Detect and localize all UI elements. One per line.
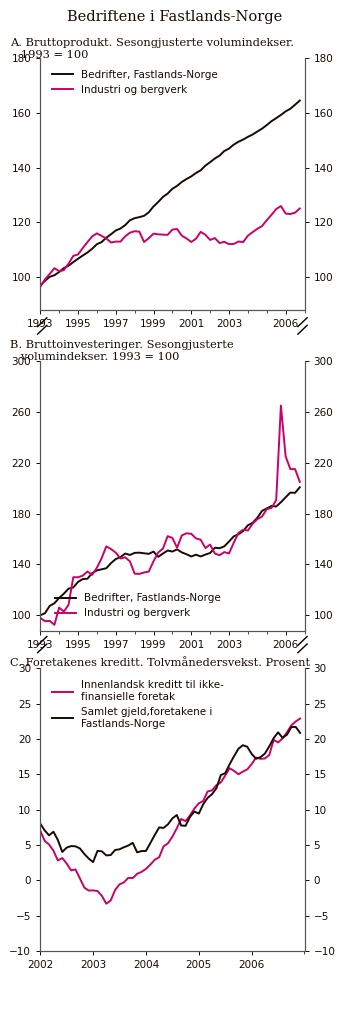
Text: C. Foretakenes kreditt. Tolvmånedersvekst. Prosent: C. Foretakenes kreditt. Tolvmånedersveks… <box>10 658 311 668</box>
Legend: Bedrifter, Fastlands-Norge, Industri og bergverk: Bedrifter, Fastlands-Norge, Industri og … <box>51 589 225 622</box>
Legend: Innenlandsk kreditt til ikke-
finansielle foretak, Samlet gjeld,foretakene i
Fas: Innenlandsk kreditt til ikke- finansiell… <box>48 676 229 733</box>
Text: B. Bruttoinvesteringer. Sesongjusterte: B. Bruttoinvesteringer. Sesongjusterte <box>10 340 234 350</box>
Text: A. Bruttoprodukt. Sesongjusterte volumindekser.: A. Bruttoprodukt. Sesongjusterte volumin… <box>10 38 294 48</box>
Text: volumindekser. 1993 = 100: volumindekser. 1993 = 100 <box>10 352 180 362</box>
Text: 1993 = 100: 1993 = 100 <box>10 50 89 60</box>
Legend: Bedrifter, Fastlands-Norge, Industri og bergverk: Bedrifter, Fastlands-Norge, Industri og … <box>48 66 222 100</box>
Text: Bedriftene i Fastlands-Norge: Bedriftene i Fastlands-Norge <box>67 10 283 24</box>
